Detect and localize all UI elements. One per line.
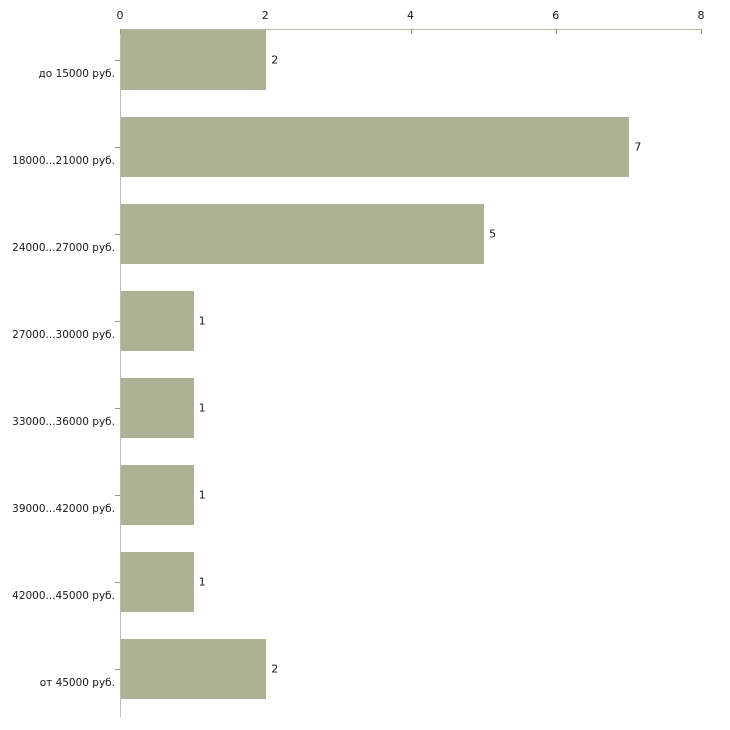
category-label: 18000...21000 руб. — [12, 154, 115, 167]
bar-value-label: 7 — [634, 140, 642, 154]
x-tick-label: 6 — [552, 9, 560, 22]
bar-row: до 15000 руб. 2 — [0, 30, 730, 117]
bar-row: 27000...30000 руб. 1 — [0, 291, 730, 378]
bar[interactable] — [121, 291, 194, 351]
y-tick — [115, 669, 120, 670]
bar-value-label: 5 — [489, 227, 497, 241]
category-label: 33000...36000 руб. — [12, 415, 115, 428]
category-label: 42000...45000 руб. — [12, 589, 115, 602]
bar[interactable] — [121, 204, 485, 264]
y-tick — [115, 408, 120, 409]
x-tick-2 — [410, 29, 412, 34]
bar-value-label: 2 — [271, 662, 279, 676]
x-tick-4 — [701, 29, 702, 34]
y-tick — [115, 321, 120, 322]
y-tick — [115, 495, 120, 496]
bar-row: 18000...21000 руб. 7 — [0, 117, 730, 204]
bar-value-label: 1 — [198, 314, 206, 328]
bar-value-label: 1 — [198, 575, 206, 589]
x-tick-label: 4 — [407, 9, 414, 22]
bar-row: от 45000 руб. 2 — [0, 639, 730, 726]
y-axis-line — [120, 29, 121, 717]
category-label: 27000...30000 руб. — [12, 328, 115, 341]
x-tick-0 — [120, 29, 121, 34]
bar[interactable] — [121, 639, 267, 699]
bar-row: 24000...27000 руб. 5 — [0, 204, 730, 291]
bar[interactable] — [121, 465, 194, 525]
x-tick-label: 0 — [116, 9, 124, 22]
y-tick — [115, 234, 120, 235]
bar[interactable] — [121, 30, 267, 90]
bar-row: 42000...45000 руб. 1 — [0, 552, 730, 639]
x-tick-3 — [555, 29, 557, 34]
bar-row: 39000...42000 руб. 1 — [0, 465, 730, 552]
bar-value-label: 2 — [271, 53, 279, 67]
bar[interactable] — [121, 117, 630, 177]
bar-row: 33000...36000 руб. 1 — [0, 378, 730, 465]
y-tick — [115, 147, 120, 148]
x-tick-label: 2 — [261, 9, 269, 22]
x-tick-label: 8 — [697, 9, 705, 22]
bar[interactable] — [121, 552, 194, 612]
bar[interactable] — [121, 378, 194, 438]
y-tick — [115, 582, 120, 583]
y-tick — [115, 60, 120, 61]
category-label: до 15000 руб. — [38, 67, 115, 80]
category-label: 39000...42000 руб. — [12, 502, 115, 515]
category-label: 24000...27000 руб. — [12, 241, 115, 254]
category-label: от 45000 руб. — [39, 676, 115, 689]
bar-value-label: 1 — [198, 488, 206, 502]
bar-value-label: 1 — [198, 401, 206, 415]
